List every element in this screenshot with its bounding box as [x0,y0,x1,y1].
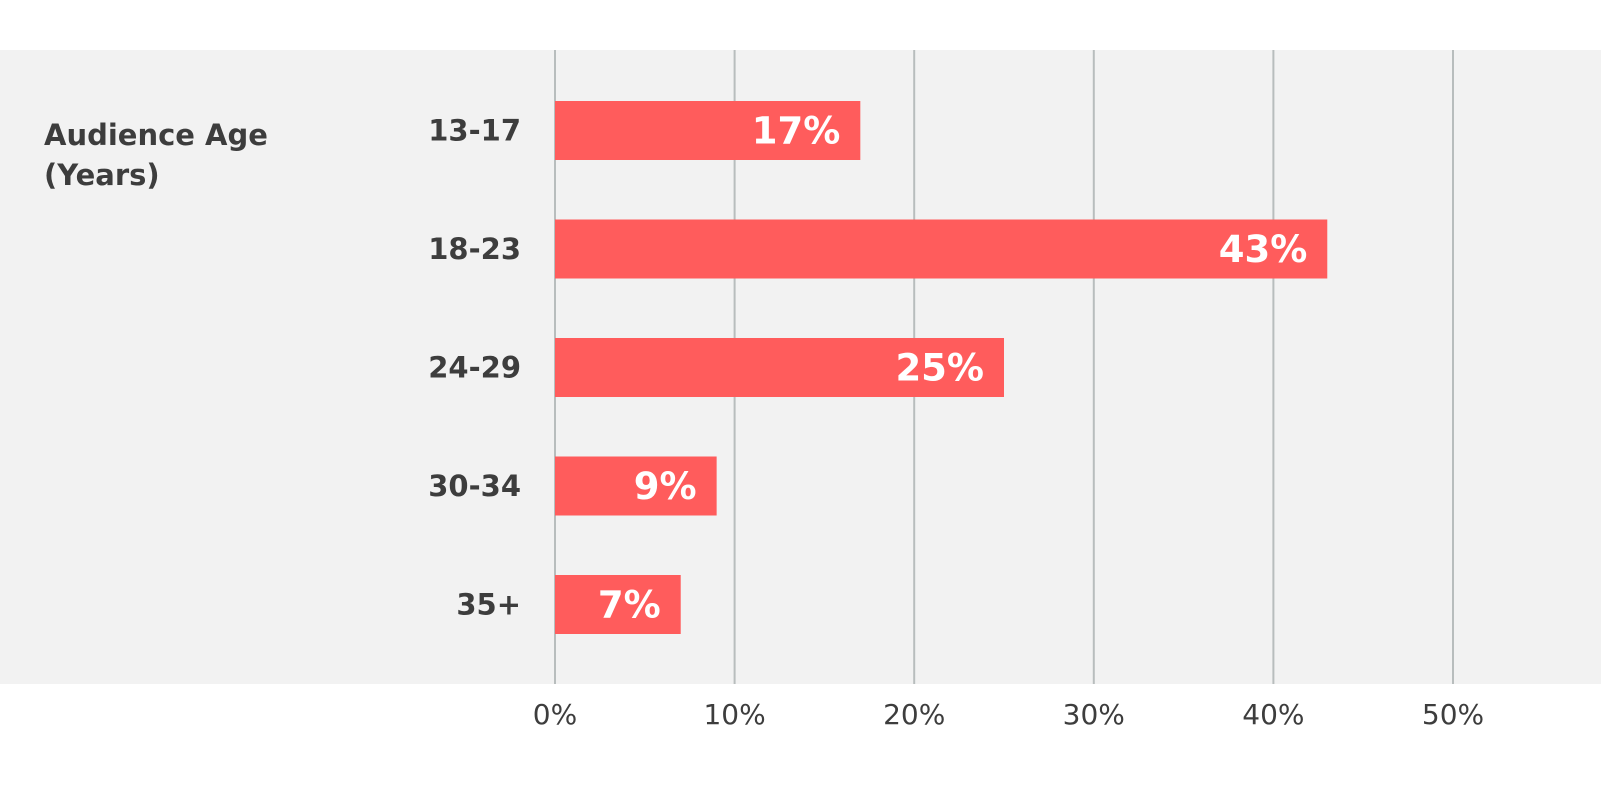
bar-value-label-18-23: 43% [1219,228,1308,271]
category-labels: 13-17 18-23 24-29 30-34 35+ [428,114,521,622]
category-label-30-34: 30-34 [428,469,521,503]
x-tick-label-50pct: 50% [1422,698,1484,731]
category-label-24-29: 24-29 [428,351,521,385]
x-axis-tick-labels: 0% 10% 20% 30% 40% 50% [533,698,1484,731]
bar-35+ [555,575,681,634]
bar-value-label-13-17: 17% [752,110,841,153]
bars: 17% 43% 25% 9% 7% [555,101,1328,634]
bar-value-label-24-29: 25% [895,347,984,390]
chart-title-line: Audience Age [44,118,268,152]
bar-value-label-35+: 7% [598,584,661,627]
category-label-35+: 35+ [456,588,521,622]
category-label-18-23: 18-23 [428,232,521,266]
bar-18-23 [555,219,1328,279]
bar-13-17 [555,101,861,160]
chart-title: Audience Age (Years) [44,118,268,192]
chart-title-line: (Years) [44,158,160,192]
category-label-13-17: 13-17 [428,114,521,148]
x-tick-label-40pct: 40% [1242,698,1304,731]
x-tick-label-20pct: 20% [883,698,945,731]
x-tick-label-10pct: 10% [703,698,765,731]
x-tick-label-30pct: 30% [1063,698,1125,731]
bar-24-29 [555,338,1004,397]
bar-30-34 [555,456,717,516]
bar-value-label-30-34: 9% [634,465,697,508]
x-tick-label-0pct: 0% [533,698,577,731]
